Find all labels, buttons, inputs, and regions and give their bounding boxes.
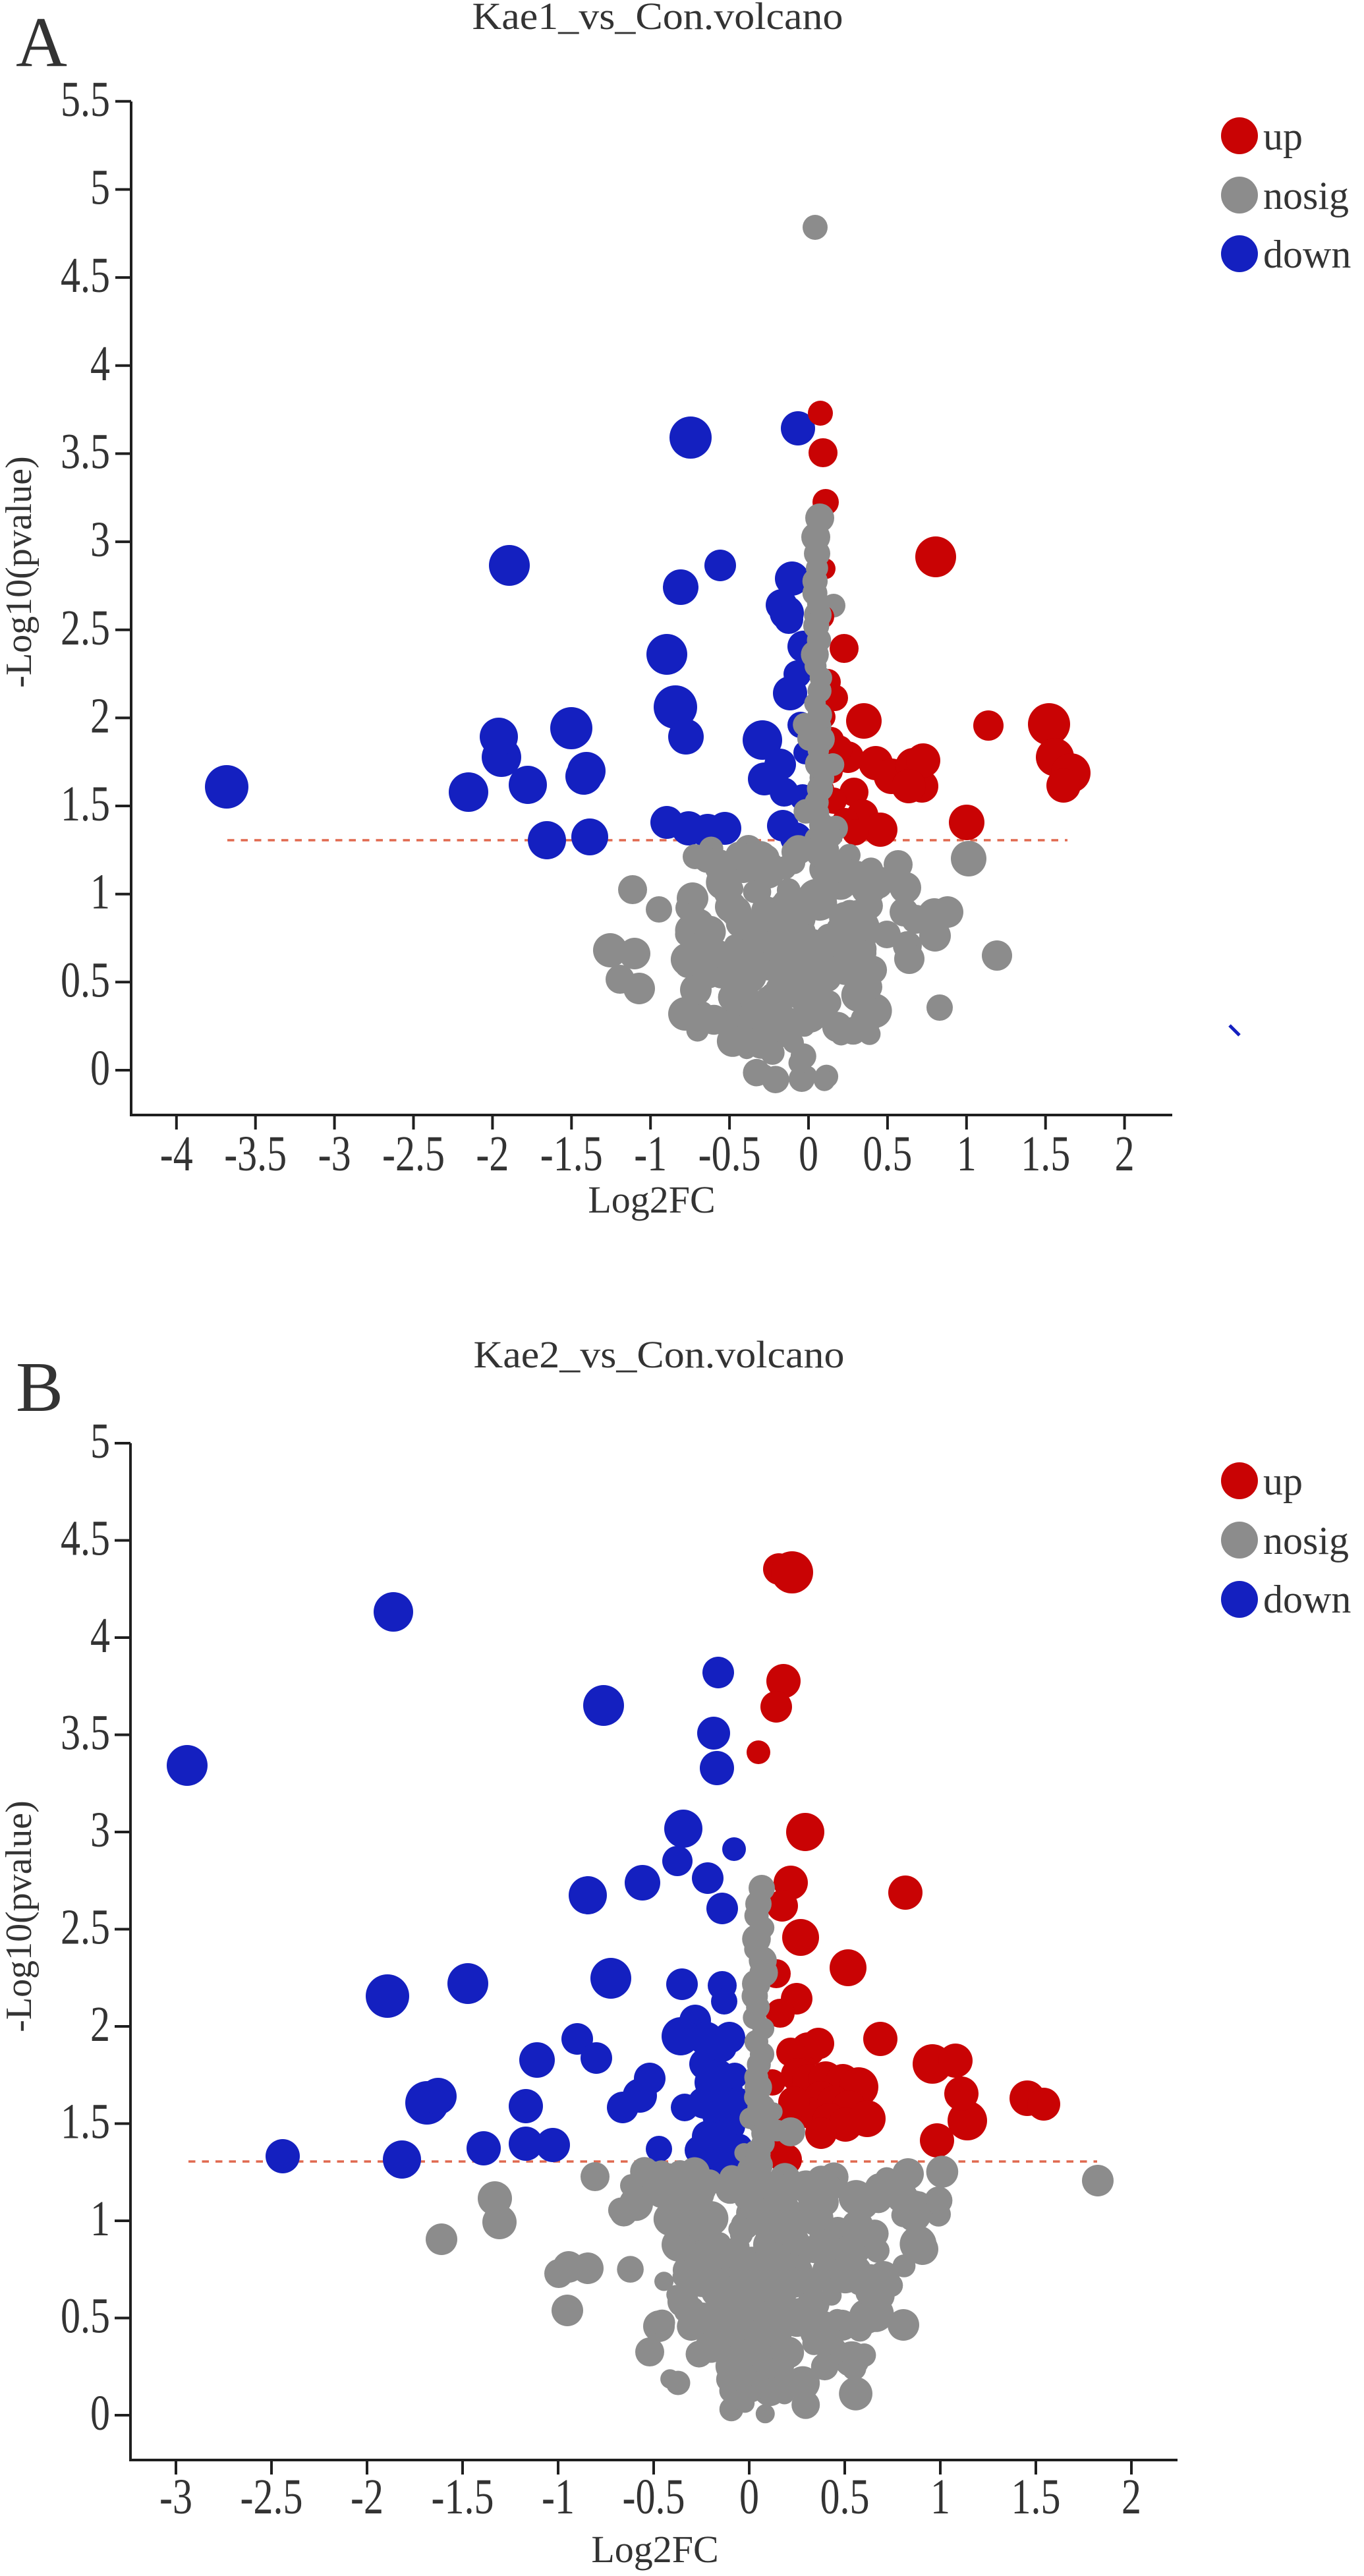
svg-text:up: up <box>1263 1460 1303 1503</box>
svg-text:-4: -4 <box>160 1126 193 1182</box>
svg-text:nosig: nosig <box>1263 174 1349 217</box>
svg-text:0: 0 <box>799 1126 818 1182</box>
svg-text:2.5: 2.5 <box>61 1900 110 1955</box>
svg-text:5: 5 <box>90 160 110 215</box>
svg-text:Kae2_vs_Con.volcano: Kae2_vs_Con.volcano <box>474 1333 845 1376</box>
svg-text:4: 4 <box>90 336 110 391</box>
svg-text:up: up <box>1263 115 1303 158</box>
svg-text:-3.5: -3.5 <box>224 1126 287 1182</box>
svg-text:0.5: 0.5 <box>820 2469 870 2525</box>
svg-text:4.5: 4.5 <box>61 248 110 303</box>
svg-text:-1: -1 <box>542 2469 575 2525</box>
svg-text:1.5: 1.5 <box>1011 2469 1061 2525</box>
svg-text:3.5: 3.5 <box>61 424 110 479</box>
svg-text:A: A <box>16 3 67 82</box>
svg-text:-Log10(pvalue): -Log10(pvalue) <box>0 456 40 687</box>
svg-text:-0.5: -0.5 <box>623 2469 685 2525</box>
svg-text:down: down <box>1263 1578 1351 1621</box>
svg-text:1: 1 <box>90 865 110 920</box>
svg-text:-2.5: -2.5 <box>382 1126 445 1182</box>
svg-text:3: 3 <box>90 512 110 567</box>
svg-text:1: 1 <box>90 2191 110 2247</box>
svg-text:3.5: 3.5 <box>61 1705 110 1761</box>
svg-text:5: 5 <box>90 1414 110 1469</box>
svg-text:nosig: nosig <box>1263 1519 1349 1562</box>
svg-text:5.5: 5.5 <box>61 72 110 127</box>
svg-text:1.5: 1.5 <box>1021 1126 1070 1182</box>
svg-text:4.5: 4.5 <box>61 1511 110 1566</box>
svg-text:0.5: 0.5 <box>61 2289 110 2344</box>
svg-text:Log2FC: Log2FC <box>591 2528 718 2571</box>
svg-text:-2.5: -2.5 <box>241 2469 303 2525</box>
svg-text:Kae1_vs_Con.volcano: Kae1_vs_Con.volcano <box>472 0 843 38</box>
svg-text:-0.5: -0.5 <box>698 1126 761 1182</box>
svg-text:2.5: 2.5 <box>61 600 110 656</box>
svg-text:-1: -1 <box>634 1126 667 1182</box>
svg-text:-2: -2 <box>351 2469 384 2525</box>
svg-text:2: 2 <box>1115 1126 1135 1182</box>
svg-text:1.5: 1.5 <box>61 776 110 832</box>
svg-text:0: 0 <box>90 2386 110 2441</box>
svg-text:0: 0 <box>739 2469 759 2525</box>
svg-text:-3: -3 <box>318 1126 351 1182</box>
svg-text:3: 3 <box>90 1802 110 1858</box>
svg-text:1: 1 <box>957 1126 977 1182</box>
svg-text:2: 2 <box>90 688 110 743</box>
svg-text:0.5: 0.5 <box>863 1126 912 1182</box>
svg-text:down: down <box>1263 233 1351 276</box>
svg-text:-3: -3 <box>159 2469 192 2525</box>
svg-text:-1.5: -1.5 <box>540 1126 603 1182</box>
svg-text:4: 4 <box>90 1608 110 1663</box>
svg-text:1.5: 1.5 <box>61 2094 110 2150</box>
svg-text:0: 0 <box>90 1041 110 1096</box>
svg-text:2: 2 <box>90 1997 110 2052</box>
svg-text:-1.5: -1.5 <box>432 2469 494 2525</box>
svg-text:-2: -2 <box>476 1126 509 1182</box>
svg-text:1: 1 <box>930 2469 950 2525</box>
svg-text:0.5: 0.5 <box>61 952 110 1008</box>
svg-text:B: B <box>16 1348 63 1427</box>
svg-text:-Log10(pvalue): -Log10(pvalue) <box>0 1800 40 2032</box>
svg-text:2: 2 <box>1122 2469 1141 2525</box>
svg-text:Log2FC: Log2FC <box>588 1178 715 1221</box>
